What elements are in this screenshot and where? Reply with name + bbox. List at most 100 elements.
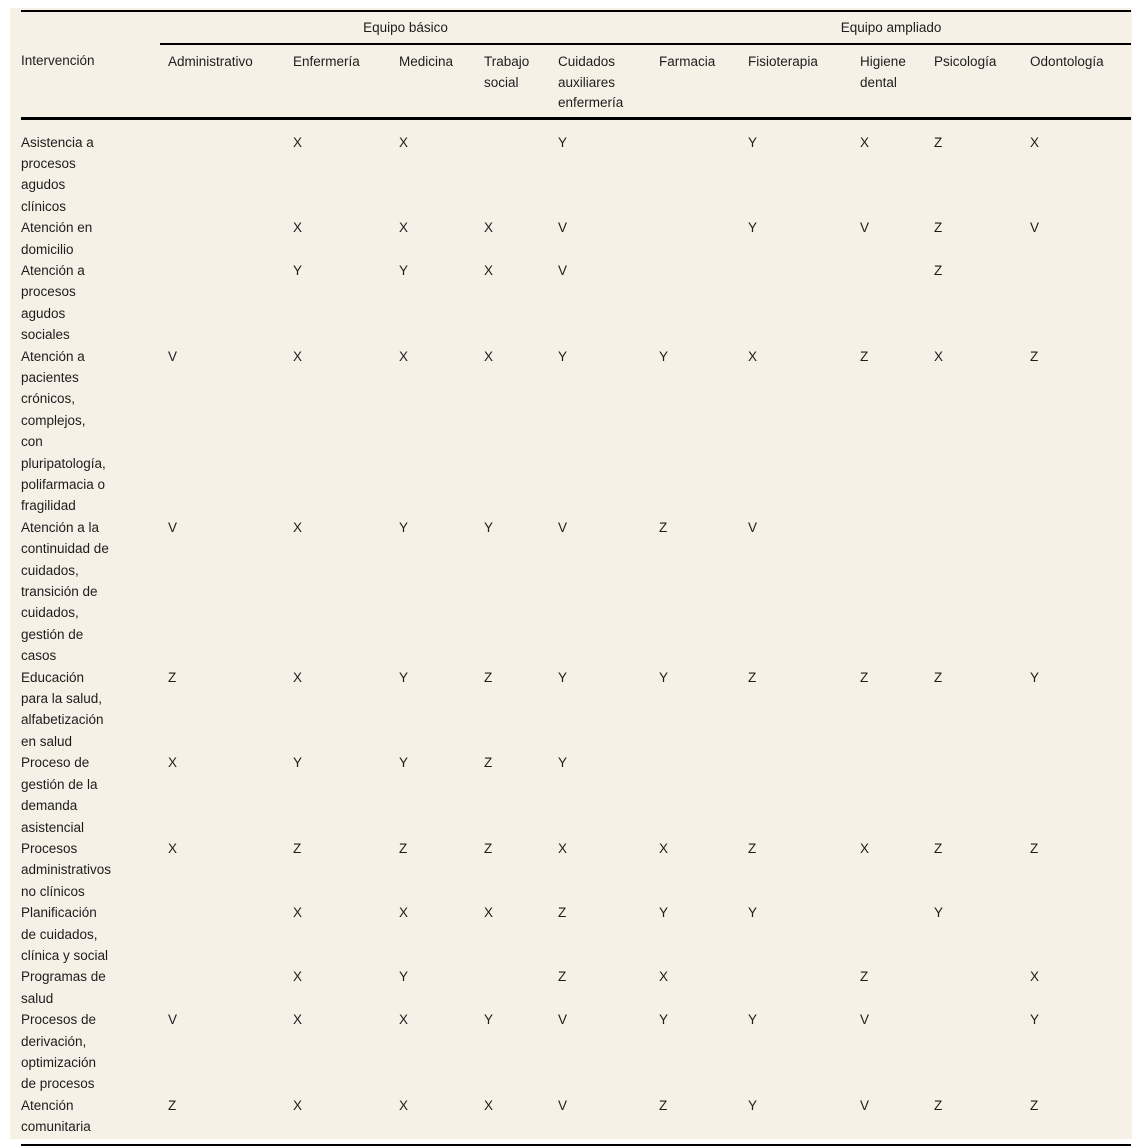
- cell-value: [852, 517, 926, 667]
- cell-value: X: [484, 220, 494, 236]
- cell-value: Y: [558, 348, 568, 364]
- column-header-odontologia: Odontología: [1022, 44, 1132, 120]
- table-header: Equipo básico Equipo ampliado Intervenci…: [21, 11, 1132, 120]
- cell-value: X: [399, 905, 409, 921]
- cell-value: Y: [558, 134, 568, 150]
- table-body: Asistencia a procesos agudos clínicos X X Y…: [21, 118, 1131, 1145]
- cell-value: Y: [558, 669, 568, 685]
- intervention-row: Procesos administrativos no clínicos X Z Z Z…: [21, 838, 1131, 902]
- cell-value: X: [659, 969, 669, 985]
- cell-value: X: [293, 669, 303, 685]
- cell-value: X: [293, 905, 303, 921]
- intervention-label: Proceso de gestión de la demanda asisten…: [21, 755, 98, 835]
- cell-value: Z: [860, 969, 869, 985]
- cell-value: X: [399, 220, 409, 236]
- intervention-row: Planificación de cuidados, clínica y soc…: [21, 902, 1131, 966]
- cell-value: Y: [659, 348, 669, 364]
- cell-value: [740, 260, 852, 346]
- cell-value: X: [168, 840, 178, 856]
- cell-value: X: [293, 1012, 303, 1028]
- cell-value: V: [168, 348, 178, 364]
- cell-value: Y: [399, 755, 409, 771]
- cell-value: X: [168, 755, 178, 771]
- intervention-label: Atención en domicilio: [21, 220, 93, 257]
- cell-value: Z: [484, 840, 493, 856]
- column-header-trabajo-social: Trabajo social: [476, 44, 550, 120]
- cell-value: Y: [1030, 1012, 1040, 1028]
- cell-value: X: [399, 134, 409, 150]
- cell-value: X: [659, 840, 669, 856]
- cell-value: V: [168, 1012, 178, 1028]
- cell-value: V: [860, 1097, 870, 1113]
- cell-value: X: [558, 840, 568, 856]
- cell-value: V: [860, 1012, 870, 1028]
- cell-value: [160, 966, 285, 1009]
- cell-value: Z: [934, 1097, 943, 1113]
- cell-value: Z: [1030, 1097, 1039, 1113]
- cell-value: Y: [399, 519, 409, 535]
- cell-value: [160, 902, 285, 966]
- intervention-row: Educación para la salud, alfabetización …: [21, 667, 1131, 753]
- group-header-equipo-basico: Equipo básico: [160, 11, 652, 45]
- intervention-row: Atención en domicilio X X X V Y V Z V: [21, 217, 1131, 260]
- column-header-higiene-dental: Higiene dental: [852, 44, 927, 120]
- cell-value: [1022, 752, 1131, 838]
- intervention-label: Procesos de derivación, optimización de …: [21, 1012, 97, 1092]
- intervention-row: Programas de salud X Y Z X Z X: [21, 966, 1131, 1009]
- cell-value: Z: [484, 669, 493, 685]
- cell-value: X: [484, 262, 494, 278]
- cell-value: Z: [558, 905, 567, 921]
- cell-value: Y: [934, 905, 944, 921]
- cell-value: Z: [860, 348, 869, 364]
- cell-value: Y: [293, 262, 303, 278]
- cell-value: X: [399, 1012, 409, 1028]
- cell-value: Z: [293, 840, 302, 856]
- cell-value: Y: [659, 669, 669, 685]
- intervention-row: Atención a la continuidad de cuidados, t…: [21, 517, 1131, 667]
- cell-value: V: [860, 220, 870, 236]
- cell-value: [160, 118, 285, 217]
- cell-value: X: [1030, 134, 1040, 150]
- cell-value: Y: [399, 262, 409, 278]
- cell-value: Z: [934, 134, 943, 150]
- cell-value: [1022, 517, 1131, 667]
- intervention-label: Educación para la salud, alfabetización …: [21, 669, 104, 749]
- cell-value: [160, 260, 285, 346]
- cell-value: [926, 752, 1022, 838]
- cell-value: [476, 118, 550, 217]
- cell-value: Z: [168, 669, 177, 685]
- column-header-enfermeria: Enfermería: [285, 44, 391, 120]
- cell-value: Z: [484, 755, 493, 771]
- cell-value: [852, 752, 926, 838]
- intervention-row: Atención comunitaria Z X X X V Z Y V Z Z: [21, 1095, 1131, 1145]
- cell-value: X: [748, 348, 758, 364]
- cell-value: Y: [659, 905, 669, 921]
- column-header-cuidados-auxiliares: Cuidados auxiliares enfermería: [550, 44, 652, 120]
- corner-cell: [21, 11, 160, 44]
- intervention-label: Programas de salud: [21, 969, 106, 1006]
- cell-value: [651, 752, 740, 838]
- cell-value: Z: [748, 840, 757, 856]
- cell-value: [651, 118, 740, 217]
- cell-value: Y: [484, 519, 494, 535]
- cell-value: [1022, 902, 1131, 966]
- cell-value: X: [293, 134, 303, 150]
- cell-value: Y: [1030, 669, 1040, 685]
- cell-value: Y: [748, 905, 758, 921]
- cell-value: Z: [934, 840, 943, 856]
- cell-value: Y: [748, 134, 758, 150]
- cell-value: X: [293, 220, 303, 236]
- intervention-label: Asistencia a procesos agudos clínicos: [21, 134, 94, 214]
- cell-value: X: [484, 348, 494, 364]
- cell-value: [740, 752, 852, 838]
- cell-value: V: [1030, 220, 1040, 236]
- cell-value: Y: [293, 755, 303, 771]
- cell-value: Y: [748, 1012, 758, 1028]
- cell-value: V: [558, 262, 568, 278]
- cell-value: [476, 966, 550, 1009]
- cell-value: V: [558, 1097, 568, 1113]
- cell-value: Z: [934, 262, 943, 278]
- cell-value: Y: [484, 1012, 494, 1028]
- cell-value: Y: [399, 669, 409, 685]
- cell-value: [651, 217, 740, 260]
